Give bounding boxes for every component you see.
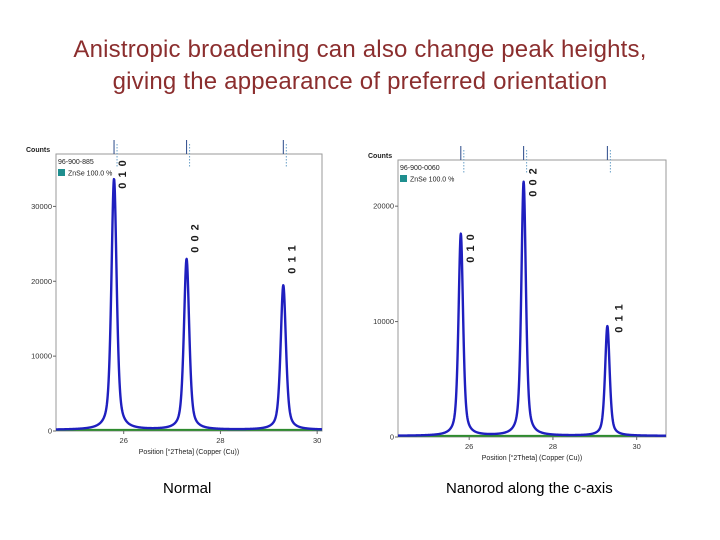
- hkl-label: 0 1 0: [117, 159, 129, 188]
- y-tick-label: 10000: [31, 352, 52, 361]
- slide-title-line1: Anistropic broadening can also change pe…: [73, 36, 647, 63]
- chart-nanorod: 0 10000 20000 26 28 30 Counts Position [°2Theta…: [368, 146, 667, 462]
- hkl-label: 0 1 0: [465, 233, 477, 262]
- plot-area: [397, 159, 667, 438]
- y-axis-title: Counts: [368, 153, 392, 160]
- x-tick-label: 28: [549, 442, 557, 451]
- x-tick-label: 30: [313, 436, 321, 445]
- y-tick-label: 0: [48, 427, 52, 436]
- x-tick-label: 26: [465, 442, 473, 451]
- peak-point: [112, 179, 116, 182]
- hkl-label: 0 0 2: [190, 223, 202, 252]
- legend-swatch: [58, 169, 65, 176]
- x-tick-label: 26: [120, 436, 128, 445]
- diffraction-trace: [55, 177, 323, 431]
- diffraction-trace: [397, 180, 667, 437]
- peak-point: [185, 259, 188, 262]
- x-tick-label: 30: [633, 442, 641, 451]
- legend-reference: 96-900-0060: [400, 165, 440, 172]
- x-tick-label: 28: [216, 436, 224, 445]
- legend-swatch: [400, 175, 407, 182]
- peak-point: [459, 233, 463, 237]
- legend-series-label: ZnSe 100.0 %: [68, 171, 112, 178]
- x-axis-title: Position [°2Theta] (Copper (Cu)): [482, 454, 582, 462]
- caption-nanorod: Nanorod along the c-axis: [446, 480, 613, 497]
- y-tick-label: 0: [390, 433, 394, 442]
- slide-title-line2: giving the appearance of preferred orien…: [112, 68, 608, 95]
- y-tick-label: 20000: [31, 277, 52, 286]
- y-tick-label: 10000: [373, 317, 394, 326]
- peak-point: [282, 285, 285, 288]
- y-axis-title: Counts: [26, 147, 50, 154]
- hkl-label: 0 1 1: [613, 303, 625, 332]
- legend-reference: 96-900-885: [58, 159, 94, 166]
- chart-normal: 0 10000 20000 30000 26 28 30 Counts Position [°2…: [26, 140, 323, 456]
- slide-title: Anistropic broadening can also change pe…: [0, 34, 720, 98]
- legend-series-label: ZnSe 100.0 %: [410, 177, 454, 184]
- peak-point: [606, 326, 609, 329]
- hkl-label: 0 0 2: [528, 167, 540, 196]
- y-tick-label: 20000: [373, 202, 394, 211]
- x-axis-title: Position [°2Theta] (Copper (Cu)): [139, 448, 239, 456]
- peak-point: [522, 181, 525, 185]
- y-tick-label: 30000: [31, 202, 52, 211]
- caption-normal: Normal: [163, 480, 212, 497]
- hkl-label: 0 1 1: [286, 244, 298, 273]
